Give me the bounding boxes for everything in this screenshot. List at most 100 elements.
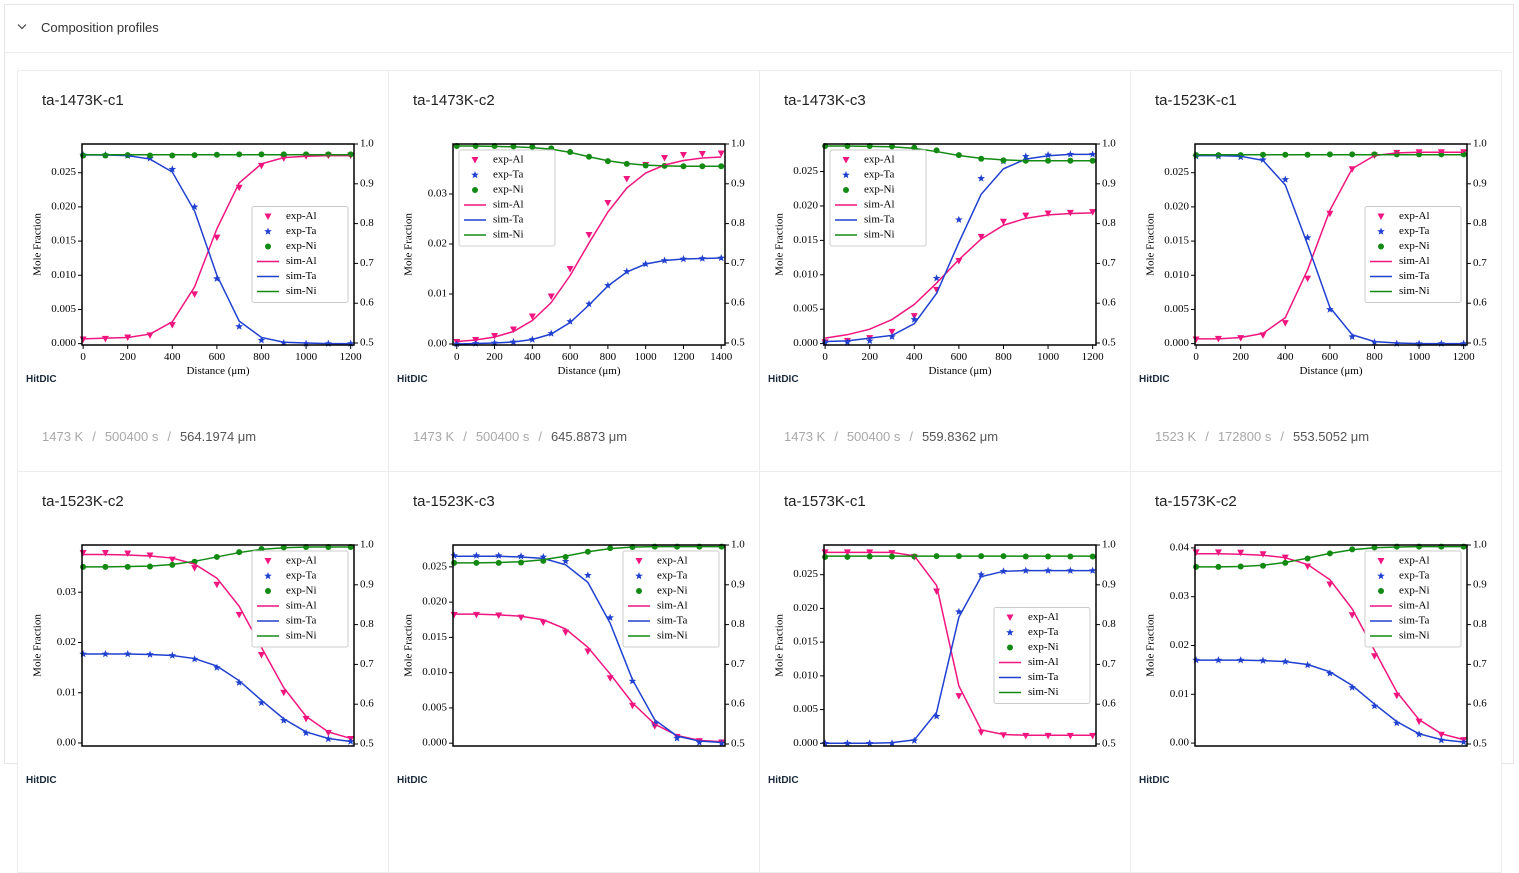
legend-swatch (265, 243, 271, 250)
x-tick-label: 200 (1232, 351, 1249, 363)
x-tick-label: 200 (486, 351, 503, 363)
marker (561, 557, 570, 565)
y2-tick-label: 0.7 (1473, 658, 1487, 670)
legend-label: sim-Ni (864, 229, 895, 241)
legend-swatch (1377, 213, 1385, 220)
marker (1089, 209, 1097, 216)
y-tick-label: 0.025 (793, 165, 818, 177)
marker (1089, 732, 1097, 740)
legend-label: sim-Ni (1399, 630, 1430, 642)
legend: exp-Al exp-Ta exp-Ni sim-Al sim-Ta sim-Ni (829, 149, 927, 247)
y2-tick-label: 0.5 (360, 738, 374, 750)
legend-swatch (636, 588, 642, 594)
caption-item: 1473 K (784, 429, 826, 444)
y-axis-label: Mole Fraction (403, 213, 415, 276)
y-axis-label: Mole Fraction (32, 213, 44, 276)
legend-label: exp-Ta (286, 570, 316, 582)
plot-frame (81, 143, 355, 346)
y2-tick-label: 0.8 (1102, 618, 1116, 630)
y2-tick-label: 0.6 (1102, 297, 1116, 309)
legend-label: sim-Ni (493, 229, 524, 241)
marker (717, 150, 725, 157)
x-tick-label: 800 (1366, 351, 1383, 363)
marker (1044, 732, 1052, 740)
profile-chart: ta-1523K-c3 Mole Fraction 0.000 0.005 0.010 0… (397, 493, 745, 786)
y-axis-label: Mole Fraction (403, 614, 415, 677)
legend-label: exp-Ni (1028, 641, 1059, 653)
x-axis-label: Distance (μm) (1299, 365, 1362, 377)
profile-chart: ta-1573K-c2 Mole Fraction 0.00 0.01 0.02 0.03… (1139, 493, 1487, 786)
legend-box (1364, 550, 1462, 648)
sim-line (83, 553, 351, 740)
legend-label: exp-Al (286, 555, 317, 567)
caption-separator: / (834, 429, 838, 444)
y2-tick-label: 0.5 (1102, 337, 1116, 349)
marker (623, 176, 631, 183)
marker (932, 274, 941, 282)
y-axis-label: Mole Fraction (774, 614, 786, 677)
plot-frame (1194, 544, 1468, 747)
x-axis-label: Distance (μm) (186, 365, 249, 377)
legend-swatch (264, 227, 272, 235)
y2-tick-label: 0.5 (731, 738, 745, 750)
sim-line (456, 145, 722, 168)
sim-line (1196, 154, 1464, 345)
legend-label: exp-Ni (493, 184, 524, 196)
y2-tick-label: 0.8 (360, 217, 374, 229)
y-tick-label: 0.025 (51, 166, 76, 178)
marker (257, 336, 266, 344)
y2-tick-label: 0.9 (1102, 578, 1116, 590)
marker (679, 152, 687, 159)
sim-line (1196, 659, 1464, 743)
legend-swatch (471, 157, 479, 164)
marker (718, 163, 725, 170)
y-tick-label: 0.02 (57, 636, 76, 648)
marker (472, 551, 481, 559)
caption-item: 564.1974 μm (179, 429, 257, 444)
marker (1214, 549, 1222, 556)
x-tick-label: 600 (951, 351, 968, 363)
y2-tick-label: 0.8 (360, 618, 374, 630)
legend-swatch (1377, 558, 1385, 565)
y2-tick-label: 0.5 (360, 337, 374, 349)
marker (495, 612, 503, 620)
y-axis-label: Mole Fraction (32, 614, 44, 677)
card-caption: 1523 K / 172800 s / 553.5052 μm (1155, 429, 1369, 444)
marker (213, 234, 221, 242)
y-tick-label: 0.005 (51, 303, 76, 315)
legend-label: exp-Ni (286, 240, 317, 252)
profile-chart: ta-1473K-c3 Mole Fraction 0.000 0.005 0.010 0… (768, 92, 1116, 385)
card-title: ta-1523K-c1 (1155, 92, 1237, 109)
marker (147, 152, 153, 159)
marker (999, 732, 1007, 739)
y-tick-label: 0.015 (793, 636, 818, 648)
x-tick-label: 400 (1277, 351, 1294, 363)
legend-label: sim-Ni (1028, 686, 1059, 698)
legend-swatch (265, 588, 271, 594)
marker (955, 693, 963, 700)
marker (494, 551, 503, 559)
marker (844, 553, 851, 560)
profile-card: ta-1523K-c3 Mole Fraction 0.000 0.005 0.010 0… (388, 471, 760, 873)
legend-label: sim-Ta (493, 214, 524, 226)
x-tick-label: 1000 (1037, 351, 1060, 363)
logo: HitDIC (26, 775, 57, 786)
x-tick-label: 0 (454, 351, 460, 363)
marker (585, 232, 593, 239)
panel-header[interactable]: Composition profiles (5, 5, 1513, 53)
legend-label: exp-Al (493, 154, 524, 166)
card-caption: 1473 K / 500400 s / 645.8873 μm (413, 429, 627, 444)
marker (213, 274, 221, 282)
legend-label: sim-Ni (1399, 285, 1430, 297)
marker (190, 202, 199, 211)
y2-tick-label: 0.7 (360, 257, 374, 269)
y2-tick-label: 0.5 (1473, 738, 1487, 750)
legend-swatch (1006, 628, 1014, 636)
marker (955, 215, 963, 223)
y-tick-label: 0.000 (793, 337, 818, 349)
panel-title: Composition profiles (41, 20, 159, 35)
y2-tick-label: 0.8 (731, 618, 745, 630)
marker (79, 336, 87, 344)
marker (1304, 275, 1312, 283)
y-tick-label: 0.015 (1164, 235, 1189, 247)
